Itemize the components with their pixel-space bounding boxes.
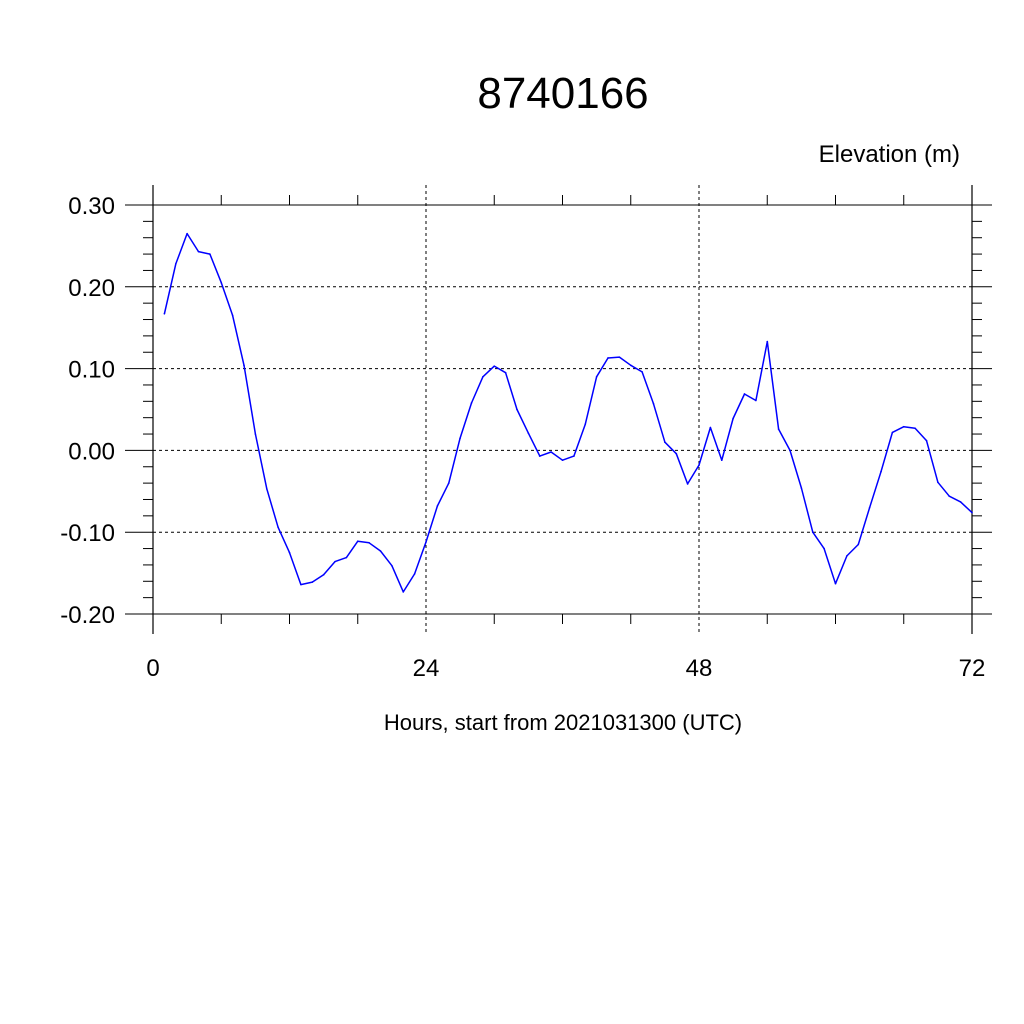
y-unit-label: Elevation (m) xyxy=(819,141,960,168)
data-point xyxy=(618,356,621,358)
data-point xyxy=(709,426,712,429)
data-point xyxy=(675,452,678,455)
data-point xyxy=(356,540,359,542)
data-point xyxy=(368,542,370,544)
data-point xyxy=(425,541,427,543)
y-tick-label: 0.00 xyxy=(68,438,115,465)
data-point xyxy=(971,511,973,514)
series-line xyxy=(163,232,973,593)
data-point xyxy=(538,455,541,457)
data-point xyxy=(846,555,848,557)
data-point xyxy=(595,375,598,378)
data-point xyxy=(641,371,643,373)
data-point xyxy=(811,531,814,533)
data-point xyxy=(265,488,268,490)
data-point xyxy=(345,556,348,559)
data-point xyxy=(664,441,666,444)
series-group xyxy=(163,232,973,593)
data-point xyxy=(755,399,757,402)
y-tick-label: 0.20 xyxy=(68,275,115,302)
tick-labels: -0.20 -0.10 0.00 0.10 0.20 0.30 0 24 48 72 xyxy=(60,193,985,682)
data-point xyxy=(925,439,928,442)
data-point xyxy=(470,402,473,404)
data-point xyxy=(186,232,188,235)
data-point xyxy=(891,431,894,434)
data-point xyxy=(880,470,882,473)
data-point xyxy=(254,433,257,435)
y-tick-label: -0.20 xyxy=(60,602,115,629)
data-point xyxy=(777,428,780,430)
data-point xyxy=(561,459,564,462)
data-point xyxy=(277,526,279,529)
data-point xyxy=(698,464,700,466)
data-point xyxy=(732,417,734,420)
data-point xyxy=(743,393,746,395)
data-point xyxy=(720,459,723,462)
data-point xyxy=(937,481,939,484)
data-point xyxy=(482,375,484,378)
data-point xyxy=(857,543,860,546)
data-point xyxy=(800,487,803,489)
data-point xyxy=(868,506,871,509)
data-point xyxy=(413,573,416,575)
data-point xyxy=(629,364,632,367)
data-point xyxy=(163,312,166,315)
data-point xyxy=(584,423,587,426)
data-point xyxy=(197,250,200,253)
data-point xyxy=(504,371,507,374)
data-point xyxy=(243,364,245,367)
chart-title: 8740166 xyxy=(477,69,648,118)
data-point xyxy=(766,340,769,343)
data-point xyxy=(311,581,314,583)
data-point xyxy=(447,482,450,484)
data-point xyxy=(288,551,291,554)
plot-frame xyxy=(125,185,992,634)
data-point xyxy=(436,505,439,507)
data-point xyxy=(459,437,461,439)
data-point xyxy=(652,402,655,405)
x-axis-label: Hours, start from 2021031300 (UTC) xyxy=(384,710,742,735)
data-point xyxy=(834,582,837,585)
data-point xyxy=(174,263,177,265)
data-point xyxy=(493,365,496,367)
data-point xyxy=(391,564,393,567)
x-tick-label: 48 xyxy=(686,655,713,682)
grid-lines xyxy=(153,185,972,634)
x-tick-label: 0 xyxy=(146,655,159,682)
x-tick-label: 72 xyxy=(959,655,986,682)
data-point xyxy=(902,425,905,428)
data-point xyxy=(959,501,962,503)
y-tick-label: 0.10 xyxy=(68,357,115,384)
data-point xyxy=(334,560,336,563)
x-tick-label: 24 xyxy=(413,655,440,682)
data-point xyxy=(231,314,234,317)
data-point xyxy=(300,583,302,586)
data-point xyxy=(823,547,825,550)
data-point xyxy=(789,449,791,452)
y-tick-label: -0.10 xyxy=(60,520,115,547)
y-tick-label: 0.30 xyxy=(68,193,115,220)
data-point xyxy=(914,427,916,430)
data-point xyxy=(209,253,211,255)
data-point xyxy=(220,281,223,284)
data-point xyxy=(379,550,382,552)
data-point xyxy=(948,495,951,498)
data-point xyxy=(550,451,552,453)
data-point xyxy=(516,408,518,411)
data-point xyxy=(322,573,325,576)
axis-ticks xyxy=(125,195,992,624)
data-point xyxy=(573,455,575,457)
data-point xyxy=(686,483,689,485)
data-point xyxy=(607,357,609,359)
data-point xyxy=(527,432,530,435)
data-point xyxy=(402,591,405,593)
